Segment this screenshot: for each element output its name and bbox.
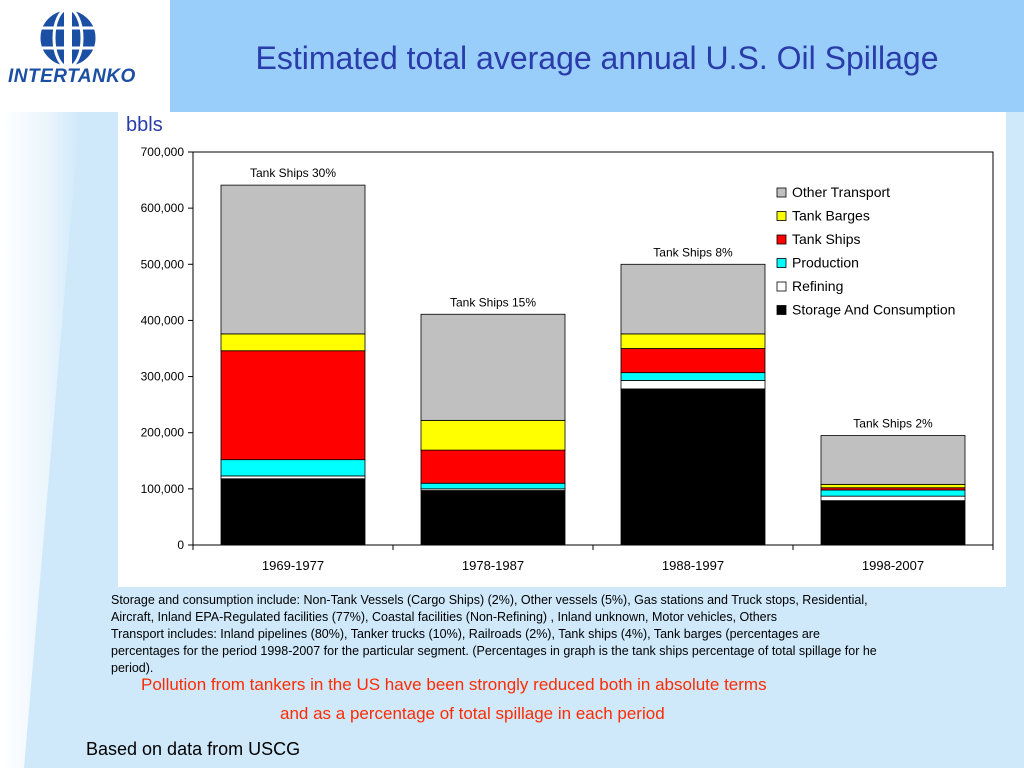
legend-swatch bbox=[776, 281, 787, 292]
conclusion-line-2: and as a percentage of total spillage in… bbox=[280, 704, 665, 723]
legend-swatch bbox=[776, 211, 787, 221]
legend-label: Storage And Consumption bbox=[792, 302, 955, 318]
bar-segment bbox=[620, 348, 766, 374]
bar-segment bbox=[420, 313, 566, 421]
bar-label: Tank Ships 30% bbox=[250, 166, 336, 180]
y-tick-label: 300,000 bbox=[141, 370, 185, 384]
bar-segment bbox=[220, 333, 366, 352]
legend-label: Refining bbox=[792, 278, 843, 294]
bar-label: Tank Ships 15% bbox=[450, 295, 536, 309]
bar-segment bbox=[820, 435, 966, 485]
bar-segment bbox=[620, 333, 766, 349]
footnote-line: Aircraft, Inland EPA-Regulated facilitie… bbox=[111, 610, 778, 624]
bar-segment bbox=[220, 475, 366, 480]
y-tick-label: 600,000 bbox=[141, 201, 185, 215]
logo-text: INTERTANKO bbox=[8, 66, 136, 87]
bar-segment bbox=[420, 490, 566, 546]
bar-segment bbox=[420, 419, 566, 451]
y-tick-label: 200,000 bbox=[141, 426, 185, 440]
footnote-line: Transport includes: Inland pipelines (80… bbox=[111, 627, 820, 641]
footnote-line: percentages for the period 1998-2007 for… bbox=[111, 644, 877, 658]
bar-segment bbox=[820, 500, 966, 546]
bar-segment bbox=[220, 350, 366, 461]
footnote-line: period). bbox=[111, 661, 154, 675]
x-tick-label: 1969-1977 bbox=[262, 558, 324, 573]
footnote: Storage and consumption include: Non-Tan… bbox=[111, 592, 991, 677]
y-tick-label: 700,000 bbox=[141, 145, 185, 159]
logo: INTERTANKO bbox=[0, 0, 170, 112]
bar-segment bbox=[420, 482, 566, 490]
legend-swatch bbox=[776, 187, 787, 198]
bar-segment bbox=[620, 372, 766, 381]
legend-label: Tank Ships bbox=[792, 231, 860, 247]
chart-panel: bbls 0 100,000 200,000 300,000 400,000 500,000… bbox=[118, 112, 1006, 587]
y-tick-label: 400,000 bbox=[141, 313, 185, 327]
legend-label: Tank Barges bbox=[792, 208, 870, 224]
y-tick-label: 500,000 bbox=[141, 257, 185, 271]
x-tick-label: 1978-1987 bbox=[462, 558, 524, 573]
bar-segment bbox=[620, 388, 766, 546]
conclusion-line-1: Pollution from tankers in the US have be… bbox=[141, 675, 767, 694]
x-tick-label: 1998-2007 bbox=[862, 558, 924, 573]
header-band bbox=[170, 0, 1024, 112]
bar-label: Tank Ships 8% bbox=[653, 245, 733, 259]
bar-segment bbox=[620, 380, 766, 390]
legend-swatch bbox=[776, 234, 787, 245]
bar-segment bbox=[820, 483, 966, 489]
legend-label: Other Transport bbox=[792, 184, 890, 200]
slide-title: Estimated total average annual U.S. Oil … bbox=[255, 40, 939, 76]
legend-label: Production bbox=[792, 255, 859, 271]
bar-segment bbox=[820, 489, 966, 497]
x-tick-label: 1988-1997 bbox=[662, 558, 724, 573]
y-tick-label: 100,000 bbox=[141, 482, 185, 496]
bar-segment bbox=[420, 449, 566, 484]
bar-segment bbox=[220, 459, 366, 477]
bar-segment bbox=[220, 184, 366, 335]
globe-icon bbox=[37, 5, 99, 71]
y-tick-label: 0 bbox=[177, 538, 184, 552]
bar-segment bbox=[620, 263, 766, 335]
source-note: Based on data from USCG bbox=[86, 739, 301, 759]
legend-swatch bbox=[776, 258, 787, 268]
legend-swatch bbox=[776, 305, 787, 315]
bar-label: Tank Ships 2% bbox=[853, 417, 933, 431]
bar-segment bbox=[220, 478, 366, 546]
footnote-line: Storage and consumption include: Non-Tan… bbox=[111, 593, 868, 607]
bar-segment bbox=[820, 495, 966, 502]
stacked-bar-chart: bbls 0 100,000 200,000 300,000 400,000 500,000… bbox=[126, 114, 994, 573]
y-axis-label: bbls bbox=[126, 114, 163, 136]
